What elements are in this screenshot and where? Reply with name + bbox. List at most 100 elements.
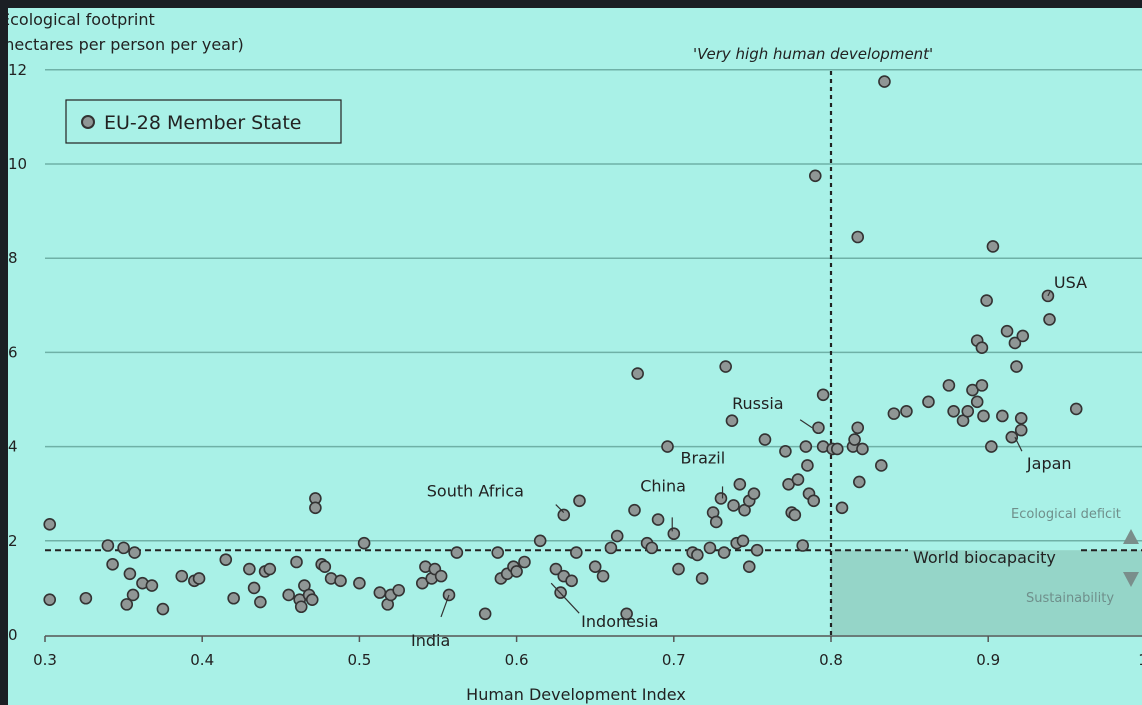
data-point bbox=[816, 388, 830, 402]
annotation-label: South Africa bbox=[427, 482, 524, 501]
data-point bbox=[282, 588, 295, 602]
data-point bbox=[318, 560, 332, 574]
data-point bbox=[604, 541, 618, 555]
world-biocapacity-label: World biocapacity bbox=[913, 548, 1056, 567]
data-point bbox=[719, 360, 732, 373]
x-tick-label: 0.6 bbox=[505, 651, 529, 669]
data-point bbox=[510, 565, 523, 578]
data-point bbox=[227, 591, 240, 605]
data-point bbox=[717, 546, 731, 559]
data-point bbox=[980, 294, 993, 307]
legend-box bbox=[65, 99, 342, 144]
data-point bbox=[799, 440, 813, 453]
x-tick-label: 0.8 bbox=[819, 651, 843, 669]
data-point bbox=[263, 562, 277, 576]
data-point bbox=[518, 555, 531, 569]
data-point bbox=[79, 591, 93, 605]
data-point bbox=[808, 169, 822, 183]
annotation-leader bbox=[1047, 291, 1051, 297]
very-high-development-label: 'Very high human development' bbox=[693, 45, 933, 63]
data-point bbox=[742, 560, 756, 574]
data-point bbox=[596, 569, 610, 583]
data-point bbox=[672, 562, 685, 576]
data-point bbox=[900, 404, 913, 418]
data-point bbox=[43, 518, 57, 531]
data-point bbox=[294, 600, 308, 614]
data-point bbox=[357, 536, 371, 550]
y-tick-label: 0 bbox=[8, 626, 18, 644]
data-point bbox=[942, 379, 956, 392]
data-point bbox=[588, 560, 602, 574]
y-tick-label: 4 bbox=[8, 438, 18, 456]
sustainability-region bbox=[831, 550, 1142, 635]
data-point bbox=[703, 541, 717, 555]
data-point bbox=[126, 588, 140, 602]
y-axis-label-line1: Ecological footprint bbox=[8, 10, 155, 29]
data-point bbox=[975, 379, 989, 392]
annotation-leader bbox=[440, 594, 450, 618]
data-point bbox=[986, 240, 1000, 253]
data-point bbox=[1069, 402, 1083, 416]
data-point bbox=[851, 230, 865, 244]
data-point bbox=[478, 607, 492, 621]
data-point bbox=[175, 569, 189, 583]
data-point bbox=[192, 572, 206, 585]
legend-marker bbox=[81, 115, 95, 129]
data-point bbox=[878, 75, 891, 88]
data-point bbox=[1016, 329, 1030, 343]
data-point bbox=[373, 586, 387, 599]
data-point bbox=[851, 421, 865, 435]
data-point bbox=[628, 503, 641, 517]
data-point bbox=[975, 341, 989, 354]
data-point bbox=[117, 541, 130, 555]
chart-frame: 0 2 4 6 8 10 12 0.3 0.4 0.5 0.6 0.7 0.8 0.9 1. USA Japa… bbox=[8, 8, 1142, 705]
annotation-label: Brazil bbox=[681, 448, 726, 467]
data-point bbox=[922, 395, 935, 409]
data-point bbox=[758, 433, 772, 446]
data-point bbox=[1043, 313, 1056, 326]
data-point bbox=[305, 593, 319, 606]
data-point bbox=[733, 477, 747, 491]
data-point bbox=[557, 508, 571, 522]
data-point bbox=[434, 569, 448, 583]
up-arrow-icon bbox=[1123, 529, 1139, 544]
annotation-label: Indonesia bbox=[581, 612, 658, 631]
data-point bbox=[661, 440, 674, 453]
data-point bbox=[120, 598, 134, 611]
data-point bbox=[1008, 336, 1022, 350]
data-point bbox=[573, 494, 586, 508]
data-point bbox=[570, 546, 583, 559]
annotation-label: USA bbox=[1054, 273, 1087, 292]
data-point bbox=[128, 546, 141, 559]
data-point bbox=[610, 529, 624, 543]
data-point bbox=[219, 553, 233, 566]
data-point bbox=[835, 501, 849, 515]
data-point bbox=[750, 543, 764, 557]
data-point bbox=[830, 442, 844, 456]
data-point bbox=[695, 572, 709, 585]
data-point bbox=[247, 581, 261, 595]
annotation-leader bbox=[1014, 436, 1023, 452]
data-point bbox=[977, 409, 990, 423]
legend-label: EU-28 Member State bbox=[104, 112, 301, 134]
y-tick-label: 10 bbox=[8, 155, 27, 173]
ecological-deficit-label: Ecological deficit bbox=[1011, 507, 1121, 522]
x-tick-label: 1. bbox=[1138, 651, 1142, 669]
annotation-label: Russia bbox=[732, 394, 783, 413]
data-point bbox=[1014, 412, 1028, 425]
data-point bbox=[788, 508, 802, 522]
data-point bbox=[727, 499, 740, 512]
data-point bbox=[1000, 324, 1014, 338]
data-point bbox=[145, 579, 159, 592]
annotation-label: India bbox=[411, 631, 450, 650]
annotations: USA Japan Russia Brazil China South Africa Ind… bbox=[411, 273, 1087, 650]
annotation-label: Japan bbox=[1026, 454, 1072, 473]
data-point bbox=[875, 459, 888, 472]
y-axis-label-line2: (hectares per person per year) bbox=[8, 35, 244, 54]
data-point bbox=[309, 501, 322, 515]
sustainability-label: Sustainability bbox=[1026, 591, 1114, 606]
data-point bbox=[1005, 430, 1019, 444]
data-point bbox=[392, 583, 406, 597]
data-point bbox=[631, 367, 644, 380]
data-point bbox=[334, 574, 347, 588]
